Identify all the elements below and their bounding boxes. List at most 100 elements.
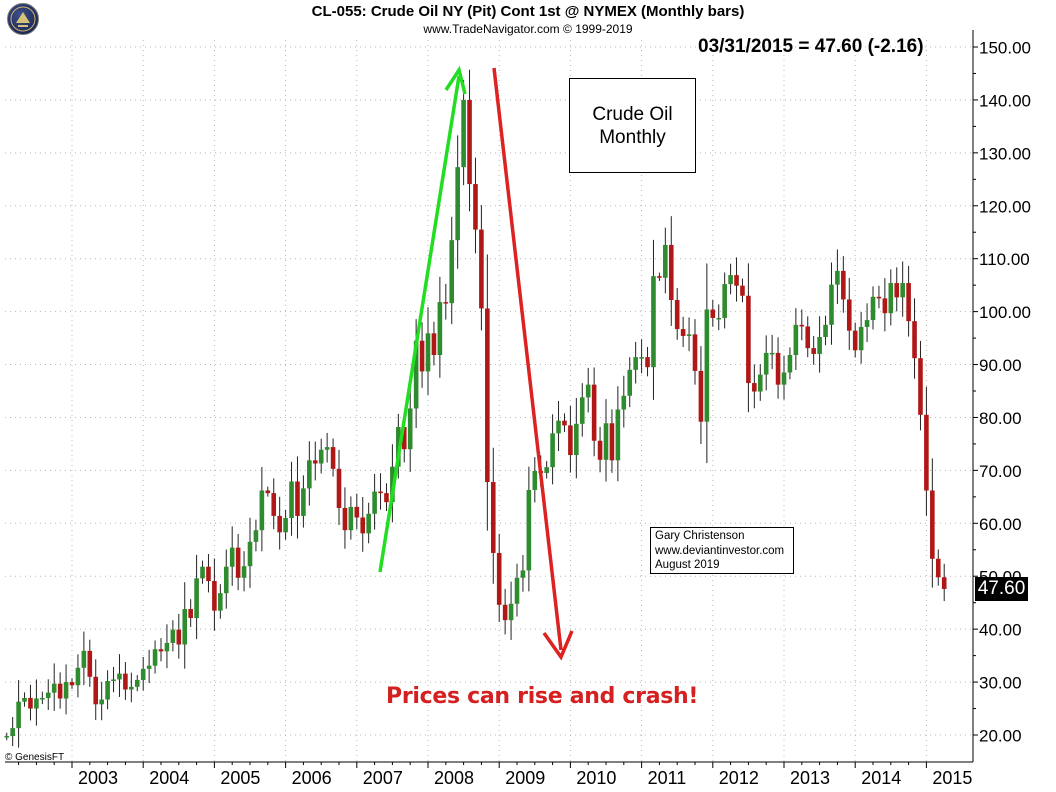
credit-website: www.deviantinvestor.com (655, 544, 785, 557)
candle-body (111, 679, 116, 682)
candle-body (811, 348, 816, 354)
candle-body (852, 330, 858, 351)
candle-body (188, 609, 193, 619)
candle-body (722, 284, 727, 318)
candle-body (912, 321, 917, 359)
x-tick-label: 2009 (505, 768, 545, 788)
candle-body (152, 649, 158, 666)
candle-body (544, 467, 549, 474)
candle-body (550, 433, 555, 468)
candle-body (473, 184, 478, 230)
y-tick-label: 70.00 (979, 462, 1022, 481)
candle-body (930, 490, 935, 559)
candle-body (526, 489, 532, 571)
candle-body (10, 728, 15, 737)
candle-body (793, 324, 799, 356)
candle-body (562, 420, 567, 426)
candle-body (342, 507, 348, 531)
candle-body (16, 701, 21, 729)
candle-body (835, 270, 840, 285)
y-tick-label: 140.00 (979, 91, 1031, 110)
candle-body (728, 275, 733, 285)
candle-body (105, 681, 110, 700)
headline-annotation: Prices can rise and crash! (386, 684, 699, 709)
candle-body (752, 383, 757, 392)
candle-body (378, 491, 383, 494)
candle-body (146, 665, 152, 669)
x-tick-label: 2010 (576, 768, 616, 788)
candle-body (253, 530, 259, 542)
candle-body (366, 513, 371, 534)
candle-body (99, 699, 104, 705)
candle-body (307, 460, 312, 489)
candle-body (164, 642, 170, 652)
candle-body (129, 686, 134, 690)
x-tick-label: 2006 (292, 768, 332, 788)
candle-body (22, 697, 27, 702)
candle-body (508, 603, 514, 621)
x-tick-label: 2003 (78, 768, 118, 788)
candle-body (443, 302, 449, 304)
candle-body (906, 283, 911, 322)
x-tick-label: 2011 (648, 768, 687, 788)
rise-arrow-shaft (378, 75, 461, 573)
y-tick-label: 40.00 (979, 621, 1022, 640)
candle-body (271, 493, 277, 516)
candle-body (81, 650, 87, 668)
candle-body (229, 547, 235, 567)
y-axis-ticks: 150.00 140.00 130.00 120.00 110.00 100.00 90.0… (973, 39, 1031, 746)
candle-body (532, 470, 538, 490)
candle-body (93, 676, 99, 705)
candle-body (4, 736, 10, 738)
candle-body (117, 673, 122, 680)
candle-body (609, 423, 615, 461)
candle-body (888, 283, 894, 314)
candle-body (799, 324, 805, 327)
candle-body (556, 420, 561, 434)
candle-body (627, 369, 633, 396)
candle-body (176, 629, 182, 645)
candle-body (686, 334, 692, 336)
y-tick-label: 130.00 (979, 144, 1031, 163)
x-tick-label: 2008 (434, 768, 474, 788)
candle-body (716, 317, 722, 320)
candle-body (40, 697, 45, 700)
candle-body (864, 320, 870, 327)
candle-body (585, 384, 591, 398)
candle-body (425, 333, 431, 372)
candle-body (485, 308, 490, 483)
candle-body (757, 374, 763, 392)
candle-body (218, 593, 223, 611)
label-box-line2: Monthly (599, 126, 666, 148)
y-tick-label: 100.00 (979, 303, 1031, 322)
chart-label-box: Crude Oil Monthly (569, 78, 696, 173)
chart-subtitle: www.TradeNavigator.com © 1999-2019 (423, 22, 633, 36)
trend-arrows (378, 65, 574, 661)
candle-body (775, 352, 781, 385)
candle-body (247, 541, 253, 567)
candle-body (301, 488, 306, 516)
y-tick-label: 110.00 (979, 250, 1030, 269)
candle-body (223, 566, 229, 594)
x-tick-label: 2015 (932, 768, 972, 788)
rise-arrow-head (444, 65, 467, 95)
candle-body (710, 309, 716, 318)
candle-body (295, 481, 300, 516)
candle-body (823, 324, 828, 338)
x-axis-ticks: 2003 2004 2005 2006 2007 2008 2009 2010 2011 2012… (18, 762, 972, 788)
candle-body (312, 460, 318, 464)
candle-body (134, 679, 140, 687)
candle-body (740, 285, 745, 296)
candle-body (467, 99, 472, 185)
candle-body (194, 578, 199, 619)
candle-body (918, 358, 923, 415)
candle-body (734, 275, 739, 286)
candle-body (336, 468, 342, 508)
candle-body (704, 309, 710, 422)
candle-body (360, 517, 366, 534)
candle-body (651, 276, 656, 368)
x-tick-label: 2007 (363, 768, 403, 788)
candle-body (846, 299, 852, 331)
chart-title: CL-055: Crude Oil NY (Pit) Cont 1st @ NY… (311, 3, 745, 20)
candle-body (763, 352, 769, 375)
